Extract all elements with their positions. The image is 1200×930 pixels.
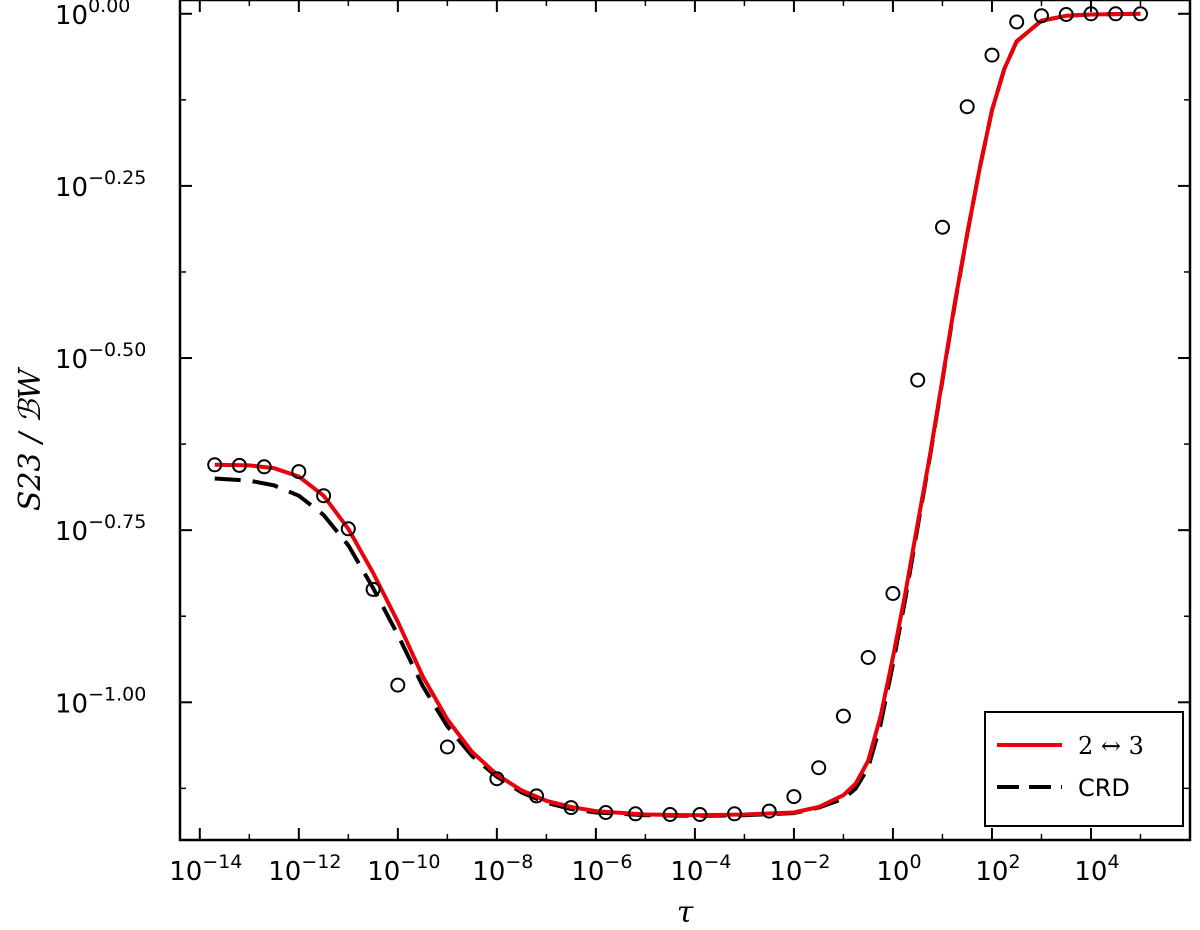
series-line-0 bbox=[214, 11, 1141, 818]
data-point-23 bbox=[910, 372, 926, 388]
data-point-3 bbox=[291, 464, 307, 480]
data-point-1 bbox=[231, 457, 247, 473]
data-point-28 bbox=[1034, 8, 1049, 24]
data-point-29 bbox=[1058, 7, 1074, 22]
x-tick-label-2: 10−10 bbox=[367, 851, 440, 887]
x-tick-label-1: 10−12 bbox=[268, 851, 341, 887]
x-axis-label: τ bbox=[677, 895, 694, 930]
x-tick-label-4: 10−6 bbox=[571, 851, 632, 887]
data-point-8 bbox=[439, 739, 455, 755]
data-point-2 bbox=[256, 459, 272, 475]
x-tick-label-6: 10−2 bbox=[769, 851, 830, 887]
data-point-13 bbox=[628, 806, 643, 822]
series-line-1 bbox=[214, 11, 1141, 818]
series-layer bbox=[214, 11, 1141, 818]
data-point-20 bbox=[835, 708, 851, 724]
data-point-4 bbox=[316, 488, 332, 504]
data-point-5 bbox=[340, 521, 356, 537]
plot-frame bbox=[178, 0, 1192, 842]
data-point-17 bbox=[761, 803, 777, 819]
legend-label-1: CRD bbox=[1078, 774, 1130, 802]
legend: 2 ↔ 3 CRD bbox=[984, 711, 1184, 827]
data-point-7 bbox=[390, 677, 406, 693]
data-point-27 bbox=[1009, 14, 1025, 30]
y-tick-label-3: 10−0.75 bbox=[55, 511, 146, 547]
y-tick-label-1: 10−0.25 bbox=[55, 167, 146, 203]
legend-label-0: 2 ↔ 3 bbox=[1078, 732, 1144, 760]
data-point-16 bbox=[727, 806, 742, 822]
data-point-15 bbox=[692, 807, 708, 822]
tick-marks bbox=[180, 0, 1190, 840]
y-axis-label: S23 / ℬW bbox=[13, 367, 48, 511]
data-point-31 bbox=[1108, 6, 1124, 22]
y-tick-label-0: 100.00 bbox=[55, 0, 130, 31]
x-tick-labels: 10−14 10−12 10−10 10−8 10−6 10−4 10−2 100 102 104 bbox=[169, 851, 1119, 887]
x-tick-label-7: 100 bbox=[876, 851, 921, 887]
data-point-10 bbox=[529, 788, 544, 804]
data-point-26 bbox=[984, 47, 1000, 63]
data-point-19 bbox=[811, 760, 827, 776]
y-tick-labels: 100.00 10−0.25 10−0.50 10−0.75 10−1.00 bbox=[55, 0, 146, 719]
legend-box bbox=[984, 711, 1184, 827]
y-tick-label-2: 10−0.50 bbox=[55, 339, 146, 375]
x-tick-label-0: 10−14 bbox=[169, 851, 242, 887]
x-tick-label-8: 102 bbox=[975, 851, 1020, 887]
data-point-32 bbox=[1133, 6, 1148, 22]
data-point-25 bbox=[959, 99, 975, 115]
markers-layer bbox=[207, 6, 1148, 822]
data-point-24 bbox=[935, 219, 950, 235]
data-point-30 bbox=[1083, 6, 1099, 22]
data-point-0 bbox=[207, 457, 223, 473]
x-tick-label-9: 104 bbox=[1074, 851, 1119, 887]
data-point-21 bbox=[860, 650, 876, 665]
data-point-12 bbox=[598, 805, 614, 820]
data-point-6 bbox=[365, 581, 381, 597]
data-point-9 bbox=[489, 771, 505, 787]
data-point-14 bbox=[662, 807, 678, 822]
x-tick-label-5: 10−4 bbox=[670, 851, 731, 887]
data-point-11 bbox=[563, 800, 579, 816]
data-point-22 bbox=[885, 586, 901, 601]
x-tick-label-3: 10−8 bbox=[472, 851, 533, 887]
y-tick-label-4: 10−1.00 bbox=[55, 683, 146, 719]
data-point-18 bbox=[786, 789, 802, 805]
